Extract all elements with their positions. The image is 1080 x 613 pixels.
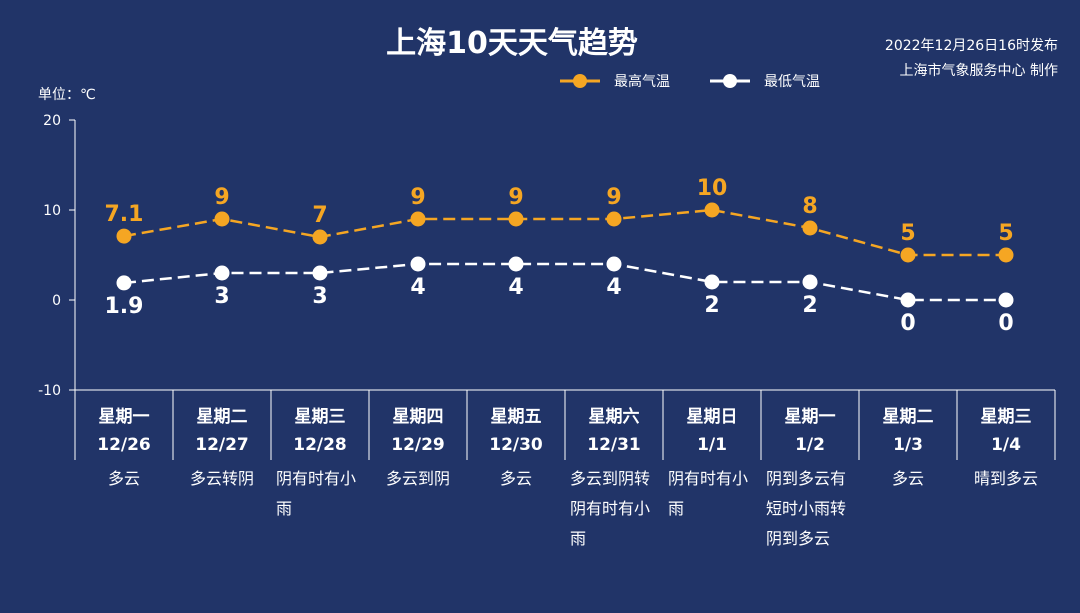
- weekday-label: 星期日: [687, 407, 738, 427]
- weekday-label: 星期五: [491, 407, 542, 427]
- low-temp-label: 3: [312, 284, 327, 309]
- weather-label: 阴有时有小: [668, 469, 748, 488]
- high-temp-label: 9: [508, 185, 523, 210]
- weekday-label: 星期二: [197, 407, 248, 427]
- high-temp-label: 5: [998, 221, 1013, 246]
- weather-label: 雨: [570, 529, 586, 548]
- legend: 最高气温 最低气温: [560, 73, 820, 90]
- high-temp-point: [900, 247, 916, 263]
- high-temp-label: 9: [214, 185, 229, 210]
- legend-low-label: 最低气温: [764, 74, 820, 90]
- publish-time: 2022年12月26日16时发布: [885, 38, 1058, 54]
- high-temp-point: [214, 211, 230, 227]
- low-temp-label: 2: [704, 293, 719, 318]
- high-temp-label: 8: [802, 194, 817, 219]
- date-label: 12/30: [489, 435, 543, 455]
- low-temp-point: [116, 275, 132, 291]
- weather-label: 雨: [276, 499, 292, 518]
- date-label: 12/29: [391, 435, 445, 455]
- date-label: 1/1: [697, 435, 727, 455]
- high-temp-point: [312, 229, 328, 245]
- unit-label: 单位：℃: [38, 87, 96, 103]
- y-tick-label: -10: [38, 383, 61, 399]
- y-tick-label: 0: [52, 293, 61, 309]
- date-label: 12/31: [587, 435, 641, 455]
- low-temp-point: [998, 292, 1014, 308]
- y-tick-label: 20: [43, 113, 61, 129]
- weather-label: 多云转阴: [190, 469, 254, 488]
- weather-label: 多云: [892, 469, 924, 488]
- weather-label: 阴到多云有: [766, 469, 846, 488]
- low-temp-label: 3: [214, 284, 229, 309]
- high-temp-point: [410, 211, 426, 227]
- weather-label: 阴到多云: [766, 529, 830, 548]
- low-temp-point: [704, 274, 720, 290]
- y-ticks: 20 10 0 -10: [38, 113, 75, 399]
- low-temp-label: 4: [410, 275, 425, 300]
- high-temp-label: 9: [606, 185, 621, 210]
- weekday-label: 星期二: [883, 407, 934, 427]
- weekday-label: 星期六: [589, 406, 640, 427]
- high-temp-line: [123, 208, 1006, 257]
- weather-label: 雨: [668, 499, 684, 518]
- legend-high-label: 最高气温: [614, 73, 670, 90]
- high-temp-label: 5: [900, 221, 915, 246]
- weekday-label: 星期一: [785, 407, 836, 427]
- high-temp-point: [606, 211, 622, 227]
- low-temp-label: 1.9: [105, 294, 144, 319]
- weekday-label: 星期一: [99, 407, 150, 427]
- date-label: 1/2: [795, 435, 825, 455]
- date-label: 1/3: [893, 435, 923, 455]
- weather-label: 阴有时有小: [570, 499, 650, 518]
- date-label: 12/28: [293, 435, 347, 455]
- weekday-label: 星期四: [393, 407, 444, 427]
- low-temp-label: 0: [998, 311, 1013, 336]
- low-temp-point: [900, 292, 916, 308]
- date-label: 1/4: [991, 435, 1021, 455]
- legend-high-marker: [573, 74, 587, 88]
- high-temp-label: 7: [312, 203, 327, 228]
- high-temp-point: [802, 220, 818, 236]
- high-temp-point: [998, 247, 1014, 263]
- low-temp-line: [123, 262, 1006, 302]
- y-tick-label: 10: [43, 203, 61, 219]
- chart-title: 上海10天天气趋势: [386, 26, 638, 61]
- weekday-label: 星期三: [981, 407, 1032, 427]
- low-temp-point: [214, 265, 230, 281]
- high-temp-label: 10: [697, 176, 728, 201]
- weather-label: 多云到阴: [386, 469, 450, 488]
- weather-label: 多云: [500, 469, 532, 488]
- weather-label: 短时小雨转: [766, 499, 846, 518]
- weather-label: 多云到阴转: [570, 469, 650, 488]
- weather-label: 多云: [108, 469, 140, 488]
- series: 7.1 9 7 9 9 9 10 8 5 5 1.9 3 3 4 4 4 2 2 0 0: [105, 176, 1014, 336]
- low-temp-point: [606, 256, 622, 272]
- high-temp-label: 7.1: [105, 202, 144, 227]
- low-temp-label: 2: [802, 293, 817, 318]
- publisher: 上海市气象服务中心 制作: [900, 62, 1058, 79]
- low-temp-point: [802, 274, 818, 290]
- low-temp-point: [508, 256, 524, 272]
- high-temp-label: 9: [410, 185, 425, 210]
- high-temp-point: [704, 202, 720, 218]
- weather-label: 晴到多云: [974, 469, 1038, 488]
- low-temp-label: 0: [900, 311, 915, 336]
- low-temp-point: [312, 265, 328, 281]
- high-temp-point: [116, 228, 132, 244]
- weekday-label: 星期三: [295, 407, 346, 427]
- legend-low-marker: [723, 74, 737, 88]
- low-temp-label: 4: [508, 275, 523, 300]
- date-label: 12/27: [195, 435, 249, 455]
- weather-label: 阴有时有小: [276, 469, 356, 488]
- day-table: 星期一12/26多云星期二12/27多云转阴星期三12/28阴有时有小雨星期四1…: [74, 390, 1056, 548]
- high-temp-point: [508, 211, 524, 227]
- low-temp-point: [410, 256, 426, 272]
- date-label: 12/26: [97, 435, 151, 455]
- low-temp-label: 4: [606, 275, 621, 300]
